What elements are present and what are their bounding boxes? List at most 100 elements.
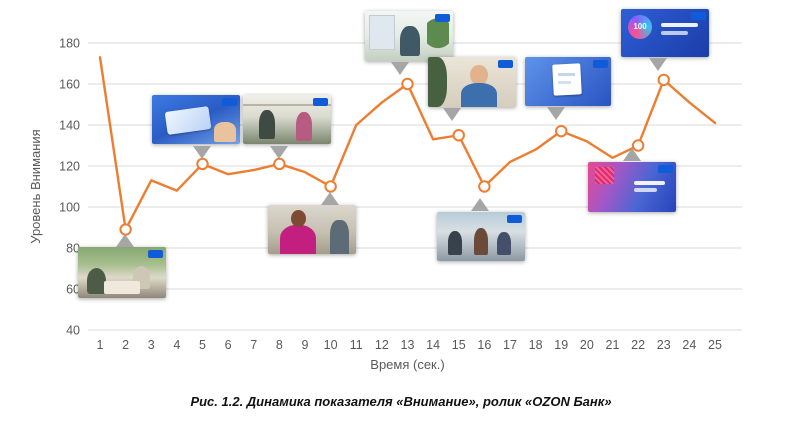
frame-art bbox=[461, 83, 497, 107]
frame-art bbox=[557, 80, 571, 84]
video-frame-thumbnail-sec-8 bbox=[243, 95, 331, 144]
y-tick-label: 80 bbox=[66, 242, 80, 256]
figure-caption: Рис. 1.2. Динамика показателя «Внимание»… bbox=[190, 394, 612, 409]
frame-art bbox=[633, 181, 666, 185]
frame-art bbox=[280, 224, 316, 254]
ozon-logo-badge-icon bbox=[593, 60, 608, 68]
frame-art bbox=[368, 15, 395, 50]
frame-art bbox=[661, 23, 699, 28]
data-point-marker bbox=[478, 180, 491, 193]
frame-art bbox=[595, 167, 615, 184]
video-frame-thumbnail-sec-15 bbox=[428, 57, 516, 107]
frame-art bbox=[258, 109, 275, 140]
video-frame-thumbnail-sec-23: 100 bbox=[621, 9, 709, 57]
y-tick-label: 40 bbox=[66, 324, 80, 338]
frame-art bbox=[290, 209, 306, 227]
video-frame-thumbnail-sec-5 bbox=[152, 95, 240, 144]
x-tick-label: 12 bbox=[375, 338, 389, 352]
frame-art bbox=[447, 230, 462, 256]
callout-pointer bbox=[193, 146, 211, 159]
callout-pointer bbox=[443, 108, 461, 121]
hundred-badge-icon: 100 bbox=[628, 14, 653, 39]
frame-art bbox=[329, 219, 349, 254]
data-point-marker bbox=[324, 180, 337, 193]
y-tick-label: 60 bbox=[66, 283, 80, 297]
video-frame-thumbnail-sec-19 bbox=[525, 57, 611, 106]
x-tick-label: 25 bbox=[708, 338, 722, 352]
video-frame-thumbnail-sec-22 bbox=[588, 162, 676, 212]
video-frame-thumbnail-sec-16 bbox=[437, 212, 525, 261]
x-tick-label: 20 bbox=[580, 338, 594, 352]
frame-art bbox=[400, 26, 420, 56]
x-tick-label: 1 bbox=[97, 338, 104, 352]
frame-art bbox=[164, 105, 212, 135]
frame-art bbox=[243, 103, 331, 106]
ozon-logo-badge-icon bbox=[313, 98, 328, 106]
callout-pointer bbox=[116, 234, 134, 247]
x-tick-label: 18 bbox=[529, 338, 543, 352]
ozon-logo-badge-icon bbox=[148, 250, 163, 258]
callout-pointer bbox=[471, 198, 489, 211]
x-tick-label: 19 bbox=[554, 338, 568, 352]
frame-art bbox=[557, 72, 575, 76]
x-tick-label: 2 bbox=[122, 338, 129, 352]
x-tick-label: 11 bbox=[350, 338, 363, 352]
x-tick-label: 7 bbox=[250, 338, 257, 352]
ozon-logo-badge-icon bbox=[691, 12, 706, 20]
callout-pointer bbox=[623, 148, 641, 161]
frame-art bbox=[426, 18, 450, 56]
frame-art bbox=[295, 112, 312, 141]
data-point-marker bbox=[273, 157, 286, 171]
x-tick-label: 9 bbox=[302, 338, 309, 352]
frame-art bbox=[428, 57, 448, 107]
x-tick-label: 16 bbox=[477, 338, 491, 352]
y-tick-label: 180 bbox=[59, 37, 80, 51]
x-tick-label: 17 bbox=[503, 338, 517, 352]
ozon-logo-badge-icon bbox=[222, 98, 237, 106]
hundred-badge-text: 100 bbox=[633, 22, 647, 32]
ozon-logo-badge-icon bbox=[498, 60, 513, 68]
frame-art bbox=[633, 188, 657, 192]
x-axis-title: Время (сек.) bbox=[370, 357, 445, 372]
y-tick-label: 160 bbox=[59, 78, 80, 92]
data-point-marker bbox=[196, 157, 209, 171]
callout-pointer bbox=[391, 62, 409, 75]
x-tick-label: 21 bbox=[606, 338, 620, 352]
x-tick-label: 23 bbox=[657, 338, 671, 352]
frame-art bbox=[473, 227, 489, 256]
frame-art bbox=[496, 231, 511, 256]
x-tick-label: 13 bbox=[401, 338, 415, 352]
data-point-marker bbox=[657, 73, 670, 87]
frame-art bbox=[470, 65, 488, 85]
x-tick-label: 6 bbox=[225, 338, 232, 352]
x-tick-label: 3 bbox=[148, 338, 155, 352]
video-frame-thumbnail-sec-13 bbox=[365, 11, 453, 61]
x-tick-label: 5 bbox=[199, 338, 206, 352]
frame-art bbox=[86, 268, 107, 294]
callout-pointer bbox=[321, 192, 339, 205]
frame-art bbox=[661, 31, 688, 36]
callout-pointer bbox=[270, 146, 288, 159]
y-tick-label: 100 bbox=[59, 201, 80, 215]
y-axis-title: Уровень Внимания bbox=[28, 129, 43, 244]
video-frame-thumbnail-sec-2 bbox=[78, 247, 166, 298]
x-tick-label: 10 bbox=[324, 338, 338, 352]
y-tick-label: 140 bbox=[59, 119, 80, 133]
x-tick-label: 15 bbox=[452, 338, 466, 352]
x-tick-label: 4 bbox=[173, 338, 180, 352]
frame-art bbox=[213, 121, 237, 142]
callout-pointer bbox=[649, 58, 667, 71]
data-point-marker bbox=[452, 129, 465, 142]
frame-art bbox=[104, 280, 140, 294]
x-tick-label: 22 bbox=[631, 338, 645, 352]
video-frame-thumbnail-sec-10 bbox=[268, 205, 356, 254]
ozon-logo-badge-icon bbox=[435, 14, 450, 22]
x-tick-label: 14 bbox=[426, 338, 440, 352]
ozon-logo-badge-icon bbox=[658, 165, 673, 173]
x-tick-label: 24 bbox=[682, 338, 696, 352]
callout-pointer bbox=[547, 107, 565, 120]
data-point-marker bbox=[401, 77, 414, 91]
y-tick-label: 120 bbox=[59, 160, 80, 174]
ozon-logo-badge-icon bbox=[507, 215, 522, 223]
